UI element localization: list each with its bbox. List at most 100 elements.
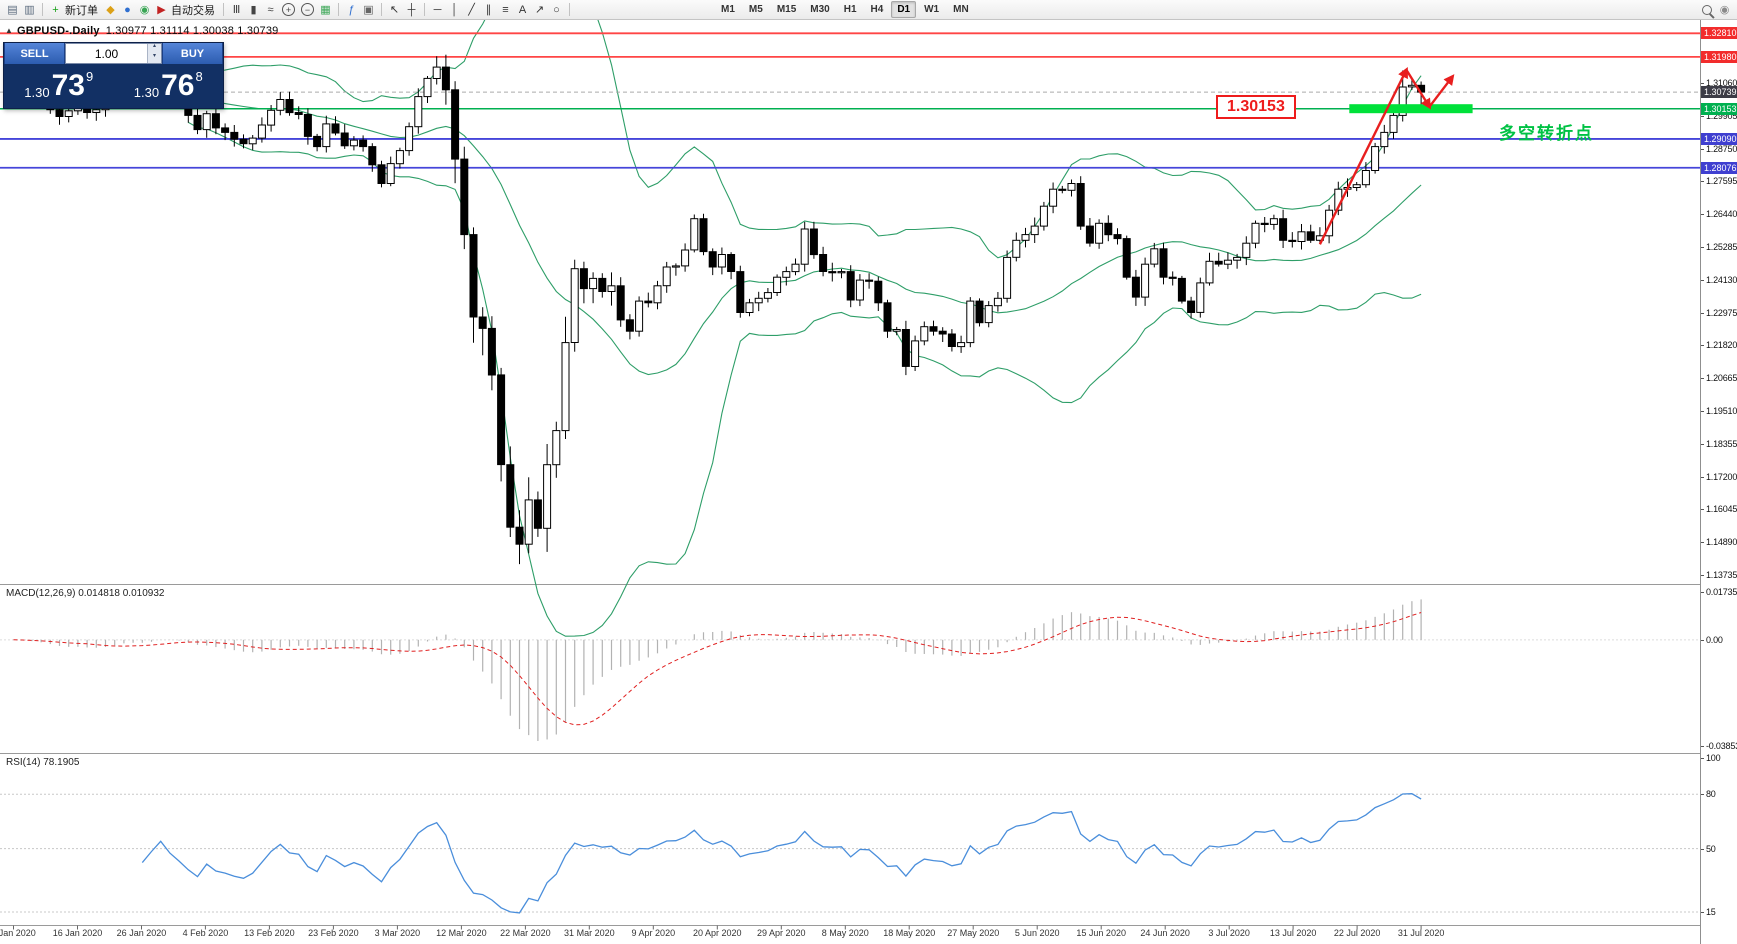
candlestick-chart-icon[interactable]: ▮ [250,3,257,16]
trend-arrow[interactable] [1405,69,1432,110]
price-tick-label: 1.17200 [1706,472,1737,482]
buy-price-point: 8 [195,69,203,84]
sell-button[interactable]: SELL [4,43,65,64]
price-tag-1.28076: 1.28076 [1701,162,1737,174]
timeframe-mn-button[interactable]: MN [953,4,969,15]
new-order-button[interactable]: + [52,3,59,16]
indicators-icon[interactable]: ƒ [348,3,355,16]
timeframe-m1-button[interactable]: M1 [721,4,735,15]
zoom-in-icon[interactable]: + [282,3,295,16]
macd-indicator-label: MACD(12,26,9) 0.014818 0.010932 [6,588,165,599]
alerts-icon[interactable]: ◆ [106,3,115,16]
scale-tick-mark [1701,83,1704,84]
price-tick-label: 1.28750 [1706,144,1737,154]
buy-button[interactable]: BUY [162,43,223,64]
toolbar-separator [42,3,43,16]
auto-trading-button-label[interactable]: 自动交易 [171,4,215,17]
crosshair-icon[interactable]: ┼ [407,3,416,16]
price-tick-label: 1.21820 [1706,340,1737,350]
channel-icon[interactable]: ∥ [485,3,492,16]
scale-tick-mark [1701,794,1704,795]
trendline-icon[interactable]: ╱ [468,3,475,16]
scale-tick-mark [1701,313,1704,314]
trend-arrow[interactable] [1428,74,1455,108]
timeframe-m5-button[interactable]: M5 [748,4,763,15]
sell-price[interactable]: 1.30 73 9 [4,64,114,108]
date-tick-label: 18 May 2020 [883,928,936,938]
shapes-icon[interactable]: ○ [553,3,560,16]
date-tick-label: 23 Feb 2020 [308,928,359,938]
ohlc-values: 1.30977 1.31114 1.30038 1.30739 [105,25,279,37]
new-order-button-label[interactable]: 新订单 [65,4,98,17]
date-tick-label: 15 Jun 2020 [1076,928,1126,938]
price-tick-label: 1.29905 [1706,111,1737,121]
new-chart-icon[interactable]: ▤ [7,3,18,16]
price-tick-label: 1.19510 [1706,406,1737,416]
date-tick-label: 12 Mar 2020 [436,928,487,938]
scale-tick-mark [1701,378,1704,379]
rsi-tick-label: 50 [1706,844,1716,854]
timeframe-h1-button[interactable]: H1 [843,4,857,15]
buy-price-base: 1.30 [133,85,160,100]
rsi-tick-label: 100 [1706,753,1721,763]
lot-size-input[interactable] [66,44,147,63]
buy-price[interactable]: 1.30 76 8 [114,64,224,108]
scale-tick-mark [1701,912,1704,913]
timeframe-h4-button[interactable]: H4 [870,4,884,15]
lot-size-box: ▴ ▾ [65,43,162,64]
sell-price-base: 1.30 [24,85,50,100]
support-highlight-bar[interactable] [1349,104,1473,114]
scale-tick-mark [1701,444,1704,445]
profiles-icon[interactable]: ▥ [24,3,35,16]
timeframe-d1-button[interactable]: D1 [891,1,917,18]
date-tick-label: 3 Mar 2020 [374,928,421,938]
search-icon[interactable] [1698,2,1716,18]
line-chart-icon[interactable]: ≈ [267,3,274,16]
fibonacci-icon[interactable]: ≡ [502,3,509,16]
rsi-tick-label: 80 [1706,789,1716,799]
market-watch-icon[interactable]: ● [124,3,131,16]
auto-trading-button[interactable]: ▶ [157,3,166,16]
date-tick-label: 31 Jul 2020 [1397,928,1445,938]
zoom-out-icon[interactable]: − [301,3,314,16]
time-axis[interactable]: 7 Jan 2020 16 Jan 2020 26 Jan 2020 4 Feb 20… [0,928,1700,944]
lot-decrease-button[interactable]: ▾ [152,52,156,59]
price-tag-1.30153: 1.30153 [1701,103,1737,115]
collapse-panel-icon[interactable]: ▲ [5,26,13,35]
timeframe-m30-button[interactable]: M30 [810,4,830,15]
lot-increase-button[interactable]: ▴ [152,43,156,49]
date-tick-label: 5 Jun 2020 [1014,928,1060,938]
date-tick-label: 4 Feb 2020 [182,928,229,938]
toolbar-separator [381,3,382,16]
text-icon[interactable]: A [518,3,527,16]
rsi-line [141,793,1422,914]
horizontal-line-icon[interactable]: ─ [433,3,442,16]
timeframe-w1-button[interactable]: W1 [924,4,940,15]
rsi-tick-label: 15 [1706,907,1716,917]
date-tick-label: 3 Jul 2020 [1208,928,1250,938]
bar-chart-icon[interactable]: Ⅲ [232,3,241,16]
vertical-line-icon[interactable]: │ [451,3,458,16]
cursor-icon[interactable]: ↖ [389,3,400,16]
assistant-icon[interactable]: ◉ [1719,3,1730,16]
price-tick-label: 1.13735 [1706,570,1737,580]
trend-arrow[interactable] [1318,66,1408,245]
timeframe-m15-button[interactable]: M15 [776,4,797,15]
date-tick-label: 31 Mar 2020 [564,928,615,938]
scale-tick-mark [1701,640,1704,641]
date-tick-label: 20 Apr 2020 [693,928,742,938]
price-tag-1.29090: 1.29090 [1701,133,1737,145]
buy-price-pips: 76 [161,69,195,102]
scripts-icon[interactable]: ◉ [139,3,150,16]
macd-tick-label: -0.038537 [1706,741,1737,751]
scale-tick-mark [1701,542,1704,543]
timeframe-buttons: M1 M5 M15 M30 H1 H4 D1 W1 MN [714,1,976,18]
tile-windows-icon[interactable]: ▦ [320,3,331,16]
price-tag-1.32810: 1.32810 [1701,27,1737,39]
objects-list-icon[interactable]: ▣ [363,3,374,16]
date-tick-label: 7 Jan 2020 [0,928,36,938]
arrow-tool-icon[interactable]: ↗ [534,3,545,16]
price-scale[interactable]: 1.31060 1.29905 1.28750 1.27595 1.26440 1.252… [1700,0,1737,944]
scale-tick-mark [1701,746,1704,747]
